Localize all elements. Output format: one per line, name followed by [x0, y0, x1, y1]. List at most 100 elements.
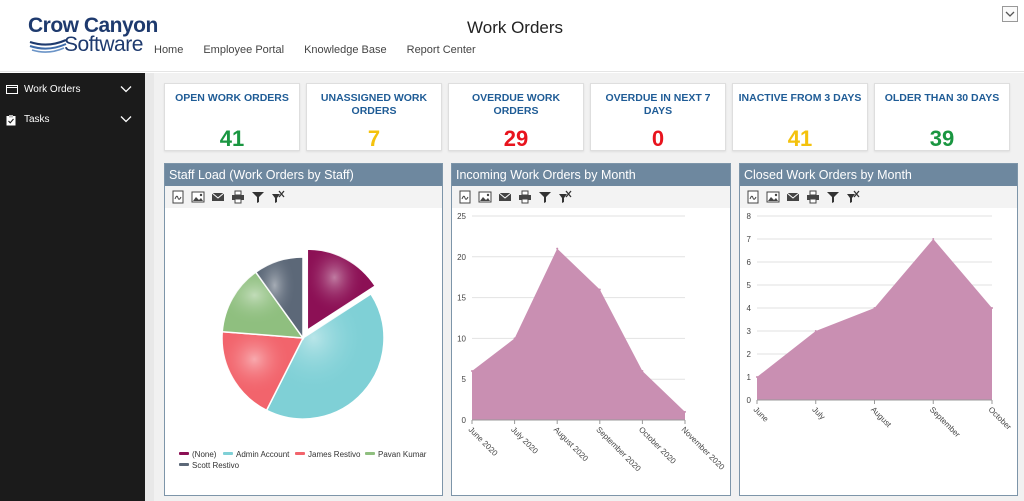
data-point[interactable] [684, 410, 686, 413]
y-tick-label: 5 [462, 375, 467, 384]
data-point[interactable] [932, 238, 935, 240]
legend-label[interactable]: (None) [192, 450, 217, 459]
x-tick-label: October 2020 [637, 425, 678, 466]
pdf-icon[interactable] [171, 190, 185, 204]
kpi-title: UNASSIGNED WORK ORDERS [320, 92, 428, 117]
filter-icon[interactable] [826, 190, 840, 204]
data-point[interactable] [991, 307, 993, 309]
legend-swatch [179, 452, 189, 455]
print-icon[interactable] [806, 190, 820, 204]
panel-toolbar [165, 186, 442, 208]
image-icon[interactable] [478, 190, 492, 204]
legend-label[interactable]: Pavan Kumar [378, 450, 427, 459]
area-series[interactable] [472, 248, 685, 420]
y-tick-label: 0 [747, 396, 752, 405]
data-point[interactable] [641, 370, 644, 373]
collapse-header-button[interactable] [1002, 6, 1018, 22]
x-tick-label: October [987, 405, 1014, 432]
pie-slice-shine [255, 257, 303, 338]
pdf-icon[interactable] [458, 190, 472, 204]
filter-icon[interactable] [538, 190, 552, 204]
sidebar-item-tasks[interactable]: Tasks [0, 105, 145, 135]
y-tick-label: 25 [457, 212, 466, 221]
pie-slice-shine [222, 272, 303, 338]
y-tick-label: 20 [457, 253, 466, 262]
y-tick-label: 8 [747, 212, 752, 221]
closed-work-orders-panel: Closed Work Orders by Month 0 1 2 3 4 5 6 7 8 Jun… [739, 163, 1018, 496]
data-point[interactable] [814, 330, 817, 332]
sidebar-item-label: Tasks [24, 114, 50, 125]
clear-filter-icon[interactable] [846, 190, 860, 204]
nav-employee-portal[interactable]: Employee Portal [203, 44, 285, 56]
filter-icon[interactable] [251, 190, 265, 204]
kpi-value: 41 [787, 126, 813, 151]
email-icon[interactable] [786, 190, 800, 204]
kpi-title: OPEN WORK ORDERS [175, 92, 289, 104]
data-point[interactable] [873, 307, 876, 309]
data-point[interactable] [756, 376, 758, 378]
nav-report-center[interactable]: Report Center [406, 44, 476, 56]
clipboard-icon [6, 115, 16, 126]
y-tick-label: 6 [747, 258, 752, 267]
closed-work-orders-chart: 0 1 2 3 4 5 6 7 8 June July August September October [747, 212, 1014, 439]
incoming-work-orders-panel: Incoming Work Orders by Month 0 5 10 15 20 25… [451, 163, 731, 496]
email-icon[interactable] [211, 190, 225, 204]
kpi-title: OVERDUE WORK ORDERS [471, 92, 561, 117]
sidebar-item-work-orders[interactable]: Work Orders [0, 75, 145, 105]
legend-swatch [365, 452, 375, 455]
legend-label[interactable]: Scott Restivo [192, 461, 240, 470]
data-point[interactable] [556, 247, 559, 250]
top-nav: Home Employee Portal Knowledge Base Repo… [154, 44, 476, 56]
y-tick-label: 10 [457, 334, 466, 343]
legend-label[interactable]: Admin Account [236, 450, 290, 459]
x-tick-label: August 2020 [552, 425, 591, 464]
panel-toolbar [740, 186, 1017, 208]
image-icon[interactable] [766, 190, 780, 204]
data-point[interactable] [513, 337, 516, 340]
x-tick-label: July [810, 405, 826, 421]
print-icon[interactable] [231, 190, 245, 204]
nav-home[interactable]: Home [154, 44, 184, 56]
kpi-overdue-work-orders[interactable]: OVERDUE WORK ORDERS 29 [448, 83, 584, 151]
kpi-inactive-3-days[interactable]: INACTIVE FROM 3 DAYS 41 [732, 83, 868, 151]
y-tick-label: 7 [747, 235, 752, 244]
image-icon[interactable] [191, 190, 205, 204]
kpi-overdue-next-7-days[interactable]: OVERDUE IN NEXT 7 DAYS 0 [590, 83, 726, 151]
y-tick-label: 5 [747, 281, 752, 290]
staff-load-panel: Staff Load (Work Orders by Staff) (None)… [164, 163, 443, 496]
print-icon[interactable] [518, 190, 532, 204]
pdf-icon[interactable] [746, 190, 760, 204]
area-series[interactable] [757, 239, 992, 400]
kpi-value: 29 [503, 126, 529, 151]
kpi-value: 39 [929, 126, 955, 151]
logo-text-line2: Software [64, 33, 143, 56]
email-icon[interactable] [498, 190, 512, 204]
crow-canyon-logo[interactable]: Crow Canyon Software [28, 14, 158, 58]
data-point[interactable] [471, 370, 473, 373]
pie-slice-shine [222, 331, 303, 411]
x-tick-label: June [752, 405, 771, 424]
data-point[interactable] [598, 288, 601, 291]
panel-title: Closed Work Orders by Month [740, 164, 1017, 186]
legend-swatch [179, 463, 189, 466]
clear-filter-icon[interactable] [271, 190, 285, 204]
chevron-down-icon [120, 116, 132, 123]
staff-load-pie-chart: (None) Admin Account James Restivo Pavan Ku… [179, 248, 427, 470]
kpi-open-work-orders[interactable]: OPEN WORK ORDERS 41 [164, 83, 300, 151]
y-tick-label: 4 [747, 304, 752, 313]
nav-knowledge-base[interactable]: Knowledge Base [304, 44, 387, 56]
sidebar: Work Orders Tasks [0, 73, 145, 501]
legend-swatch [223, 452, 233, 455]
clear-filter-icon[interactable] [558, 190, 572, 204]
kpi-unassigned-work-orders[interactable]: UNASSIGNED WORK ORDERS 7 [306, 83, 442, 151]
panel-title: Incoming Work Orders by Month [452, 164, 730, 186]
y-tick-label: 2 [747, 350, 752, 359]
sidebar-scrollbar[interactable] [145, 73, 154, 501]
chevron-down-icon [1005, 11, 1015, 17]
legend-swatch [295, 452, 305, 455]
kpi-older-than-30-days[interactable]: OLDER THAN 30 DAYS 39 [874, 83, 1010, 151]
legend-label[interactable]: James Restivo [308, 450, 361, 459]
panel-toolbar [452, 186, 730, 208]
kpi-value: 0 [651, 126, 665, 151]
page-title: Work Orders [467, 18, 564, 37]
